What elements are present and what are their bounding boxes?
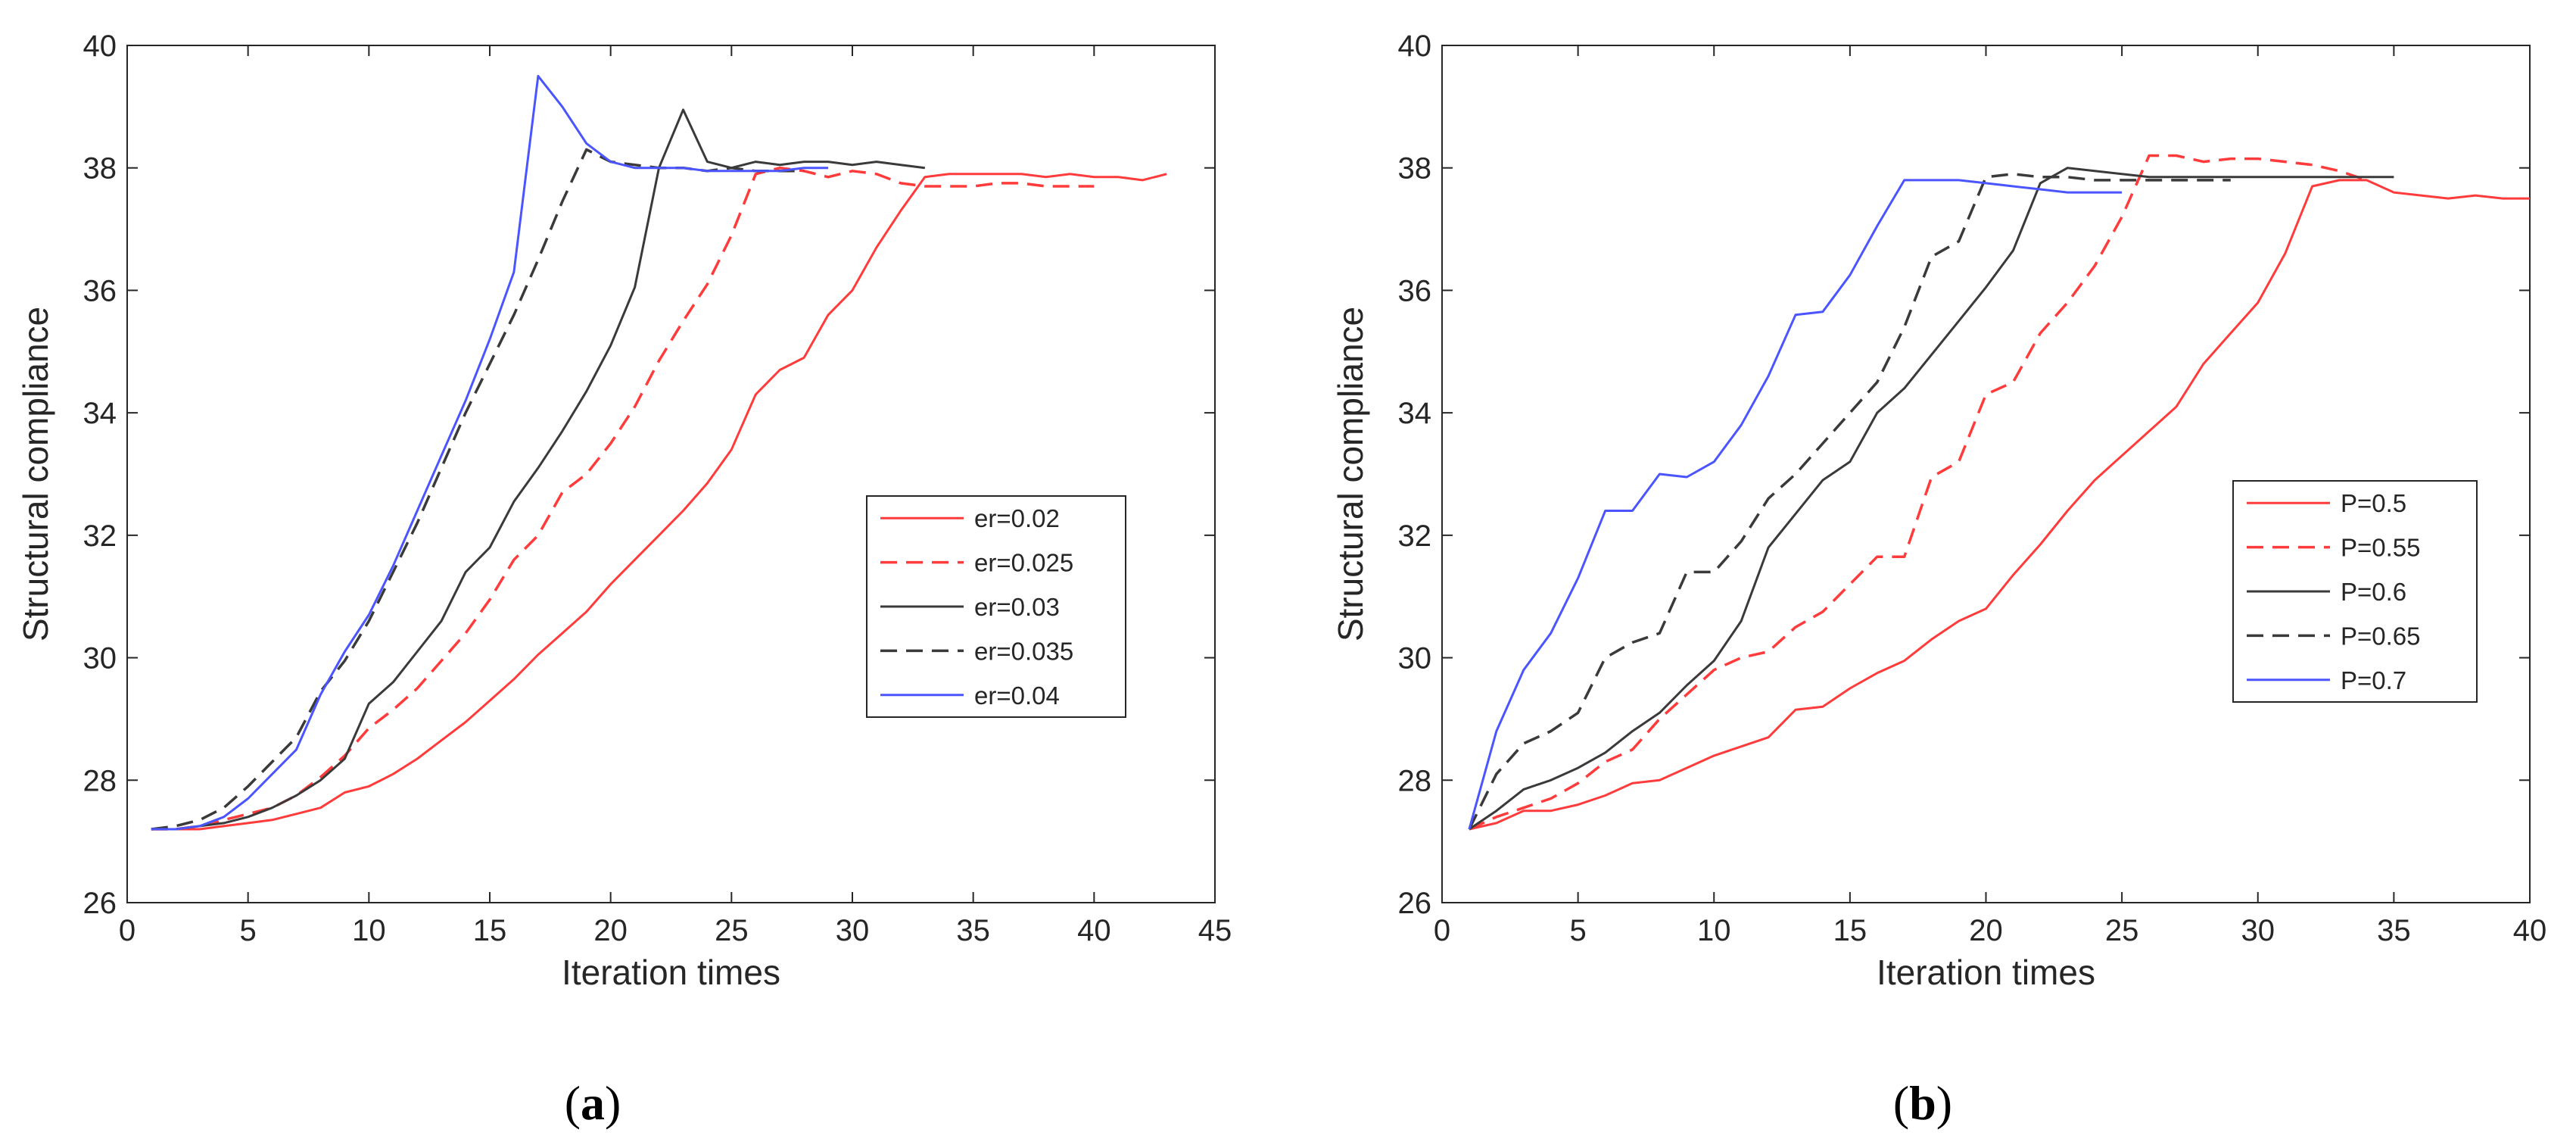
- x-tick-label: 15: [1833, 914, 1867, 947]
- x-tick-label: 35: [2377, 914, 2411, 947]
- y-tick-label: 40: [83, 30, 117, 63]
- x-tick-label: 10: [1697, 914, 1731, 947]
- x-tick-label: 10: [352, 914, 386, 947]
- series-line-er=0.035: [151, 148, 805, 831]
- x-tick-label: 15: [473, 914, 507, 947]
- panel-caption: (b): [1893, 1076, 1952, 1130]
- panel-b: 0 5 10 15 20 25 30 35 40 26 28 30 32 34 36 38 40 Iteratio…: [1331, 30, 2546, 1130]
- y-axis-label: Structural compliance: [16, 307, 55, 641]
- caption-open-paren: (: [565, 1076, 581, 1130]
- legend-label: er=0.03: [974, 593, 1060, 621]
- series-line-P=0.5: [1469, 179, 2530, 831]
- x-tick-label: 20: [593, 914, 628, 947]
- series-line-er=0.02: [151, 173, 1167, 831]
- x-tick-label: 0: [1434, 914, 1450, 947]
- x-tick-label: 40: [1077, 914, 1111, 947]
- y-tick-label: 30: [1398, 642, 1432, 675]
- x-tick-label: 0: [119, 914, 135, 947]
- y-tick-label: 28: [1398, 764, 1432, 797]
- legend-label: P=0.55: [2341, 534, 2421, 562]
- x-tick-label: 40: [2513, 914, 2547, 947]
- plot-area: [126, 45, 1216, 903]
- x-tick-label: 5: [240, 914, 257, 947]
- y-tick-label: 36: [83, 274, 117, 307]
- y-tick-label: 38: [83, 152, 117, 186]
- series-line-P=0.55: [1469, 154, 2367, 831]
- series-line-P=0.65: [1468, 173, 2231, 830]
- legend-label: er=0.02: [974, 504, 1060, 532]
- caption-letter: b: [1909, 1076, 1936, 1130]
- series-line-P=0.6: [1469, 167, 2394, 831]
- y-tick-label: 40: [1398, 30, 1432, 63]
- x-tick-label: 25: [715, 914, 749, 947]
- y-axis-label: Structural compliance: [1331, 307, 1370, 641]
- legend-label: er=0.025: [974, 549, 1073, 577]
- x-tick-label: 20: [1969, 914, 2003, 947]
- legend-label: P=0.5: [2341, 489, 2406, 517]
- y-tick-label: 26: [1398, 887, 1432, 920]
- panel-a: 0 5 10 15 20 25 30 35 40 45 26 28 30 32 34 36 38 40 Iterat…: [16, 30, 1232, 1130]
- y-tick-label: 34: [1398, 397, 1432, 430]
- y-tick-label: 38: [1398, 152, 1432, 186]
- legend-label: P=0.7: [2341, 666, 2406, 694]
- series-line-er=0.04: [151, 74, 829, 831]
- x-tick-label: 25: [2105, 914, 2139, 947]
- x-tick-label: 30: [836, 914, 870, 947]
- plot-area: [1441, 45, 2531, 903]
- x-axis-label: Iteration times: [562, 953, 780, 992]
- caption-close-paren: ): [1936, 1076, 1952, 1130]
- caption-open-paren: (: [1893, 1076, 1909, 1130]
- x-tick-label: 5: [1570, 914, 1587, 947]
- panel-caption: (a): [565, 1076, 621, 1130]
- y-tick-label: 28: [83, 764, 117, 797]
- caption-close-paren: ): [605, 1076, 621, 1130]
- y-tick-label: 26: [83, 887, 117, 920]
- x-axis-label: Iteration times: [1877, 953, 2095, 992]
- legend-label: er=0.035: [974, 637, 1073, 665]
- series-line-er=0.03: [151, 108, 925, 831]
- legend-label: er=0.04: [974, 682, 1060, 710]
- legend-label: P=0.6: [2341, 578, 2406, 606]
- y-tick-label: 34: [83, 397, 117, 430]
- y-tick-label: 30: [83, 642, 117, 675]
- y-tick-label: 32: [83, 519, 117, 553]
- x-tick-label: 35: [956, 914, 990, 947]
- x-tick-label: 30: [2241, 914, 2275, 947]
- y-tick-label: 32: [1398, 519, 1432, 553]
- series-line-P=0.7: [1468, 179, 2123, 830]
- y-tick-label: 36: [1398, 274, 1432, 307]
- series-line-er=0.025: [151, 166, 1095, 831]
- caption-letter: a: [581, 1076, 605, 1130]
- legend-label: P=0.65: [2341, 622, 2421, 650]
- x-tick-label: 45: [1198, 914, 1232, 947]
